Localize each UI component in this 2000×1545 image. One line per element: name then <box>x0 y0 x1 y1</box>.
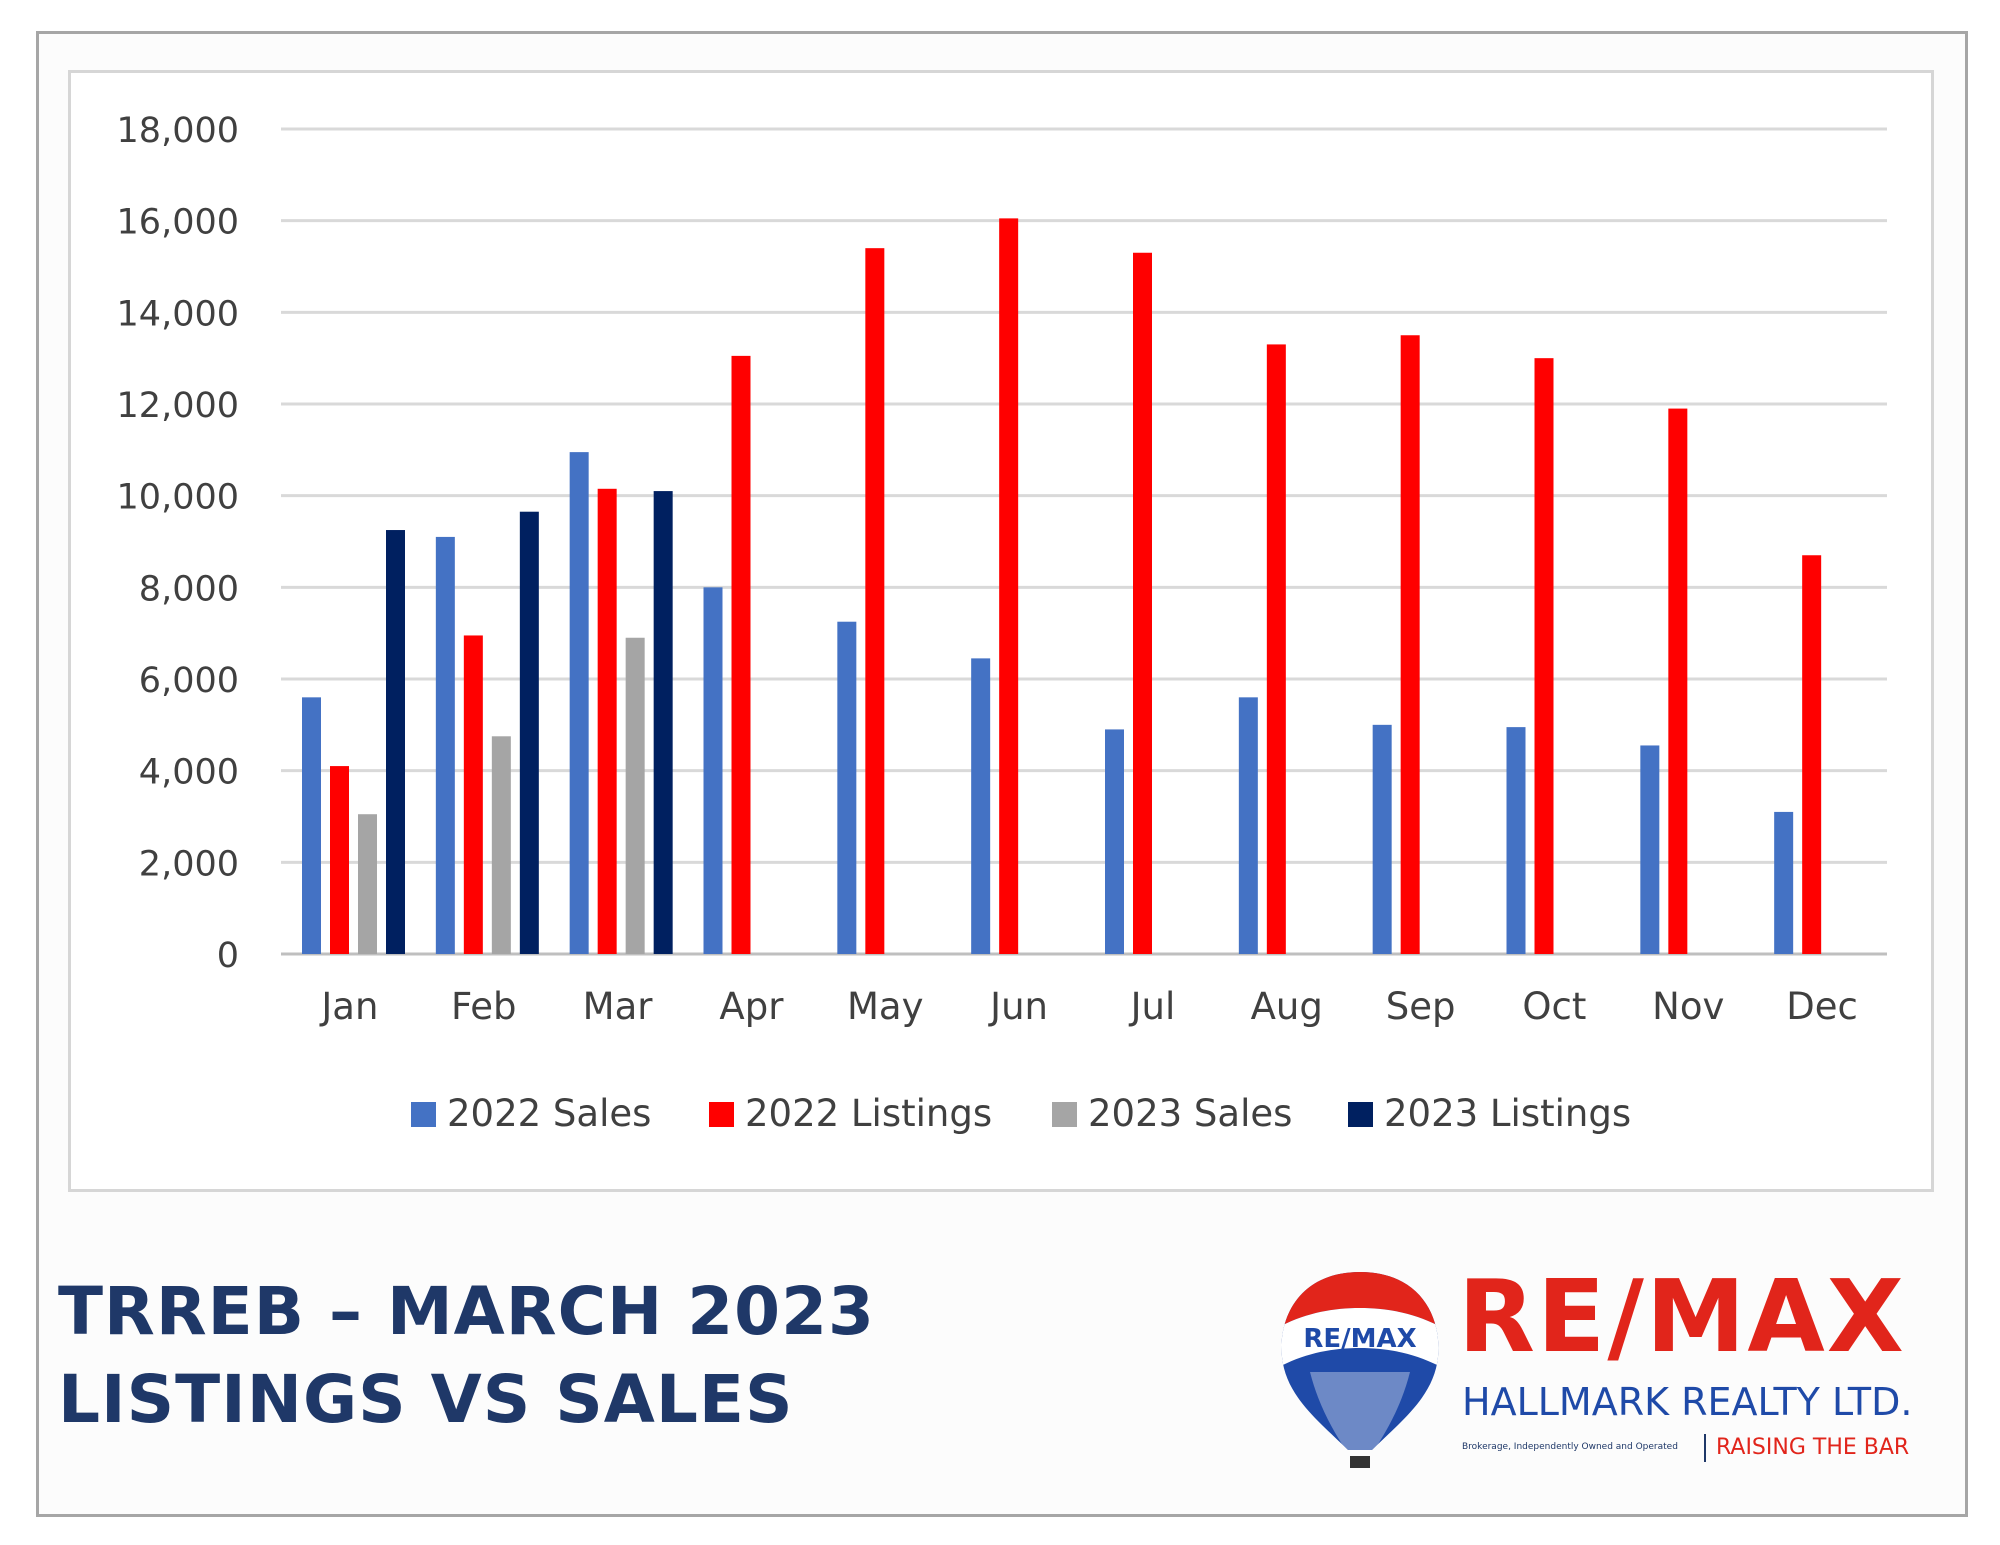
bar-2022-sales-apr <box>703 587 723 954</box>
balloon-icon: RE/MAX <box>1281 1272 1439 1468</box>
bar-2022-listings-jun <box>999 218 1019 954</box>
bar-2022-sales-may <box>837 621 857 954</box>
legend-label: 2023 Listings <box>1384 1092 1631 1135</box>
bar-2022-sales-jul <box>1105 729 1124 954</box>
bar-2023-sales-mar <box>625 637 645 954</box>
brand-subtitle: HALLMARK REALTY LTD. <box>1462 1380 1913 1424</box>
legend-label: 2022 Sales <box>447 1092 651 1135</box>
x-tick-label: Aug <box>1251 985 1323 1028</box>
legend-swatch <box>709 1102 734 1127</box>
bars <box>302 218 1822 955</box>
y-tick-label: 12,000 <box>117 386 239 426</box>
x-tick-label: Feb <box>451 985 517 1028</box>
title-line-1: TRREB – MARCH 2023 <box>58 1273 875 1350</box>
x-tick-label: Oct <box>1522 985 1586 1028</box>
bar-2022-sales-sep <box>1372 724 1392 954</box>
bar-2022-sales-oct <box>1506 727 1526 954</box>
y-tick-label: 10,000 <box>117 478 239 518</box>
x-tick-label: Apr <box>719 985 784 1028</box>
gridlines <box>281 127 1887 956</box>
x-tick-label: May <box>847 985 924 1028</box>
y-tick-label: 18,000 <box>117 111 239 151</box>
x-tick-label: Mar <box>583 985 654 1028</box>
bar-2022-listings-feb <box>463 635 483 954</box>
brand-name: RE/MAX <box>1458 1258 1906 1375</box>
y-tick-label: 0 <box>217 936 239 976</box>
brokerage-note: Brokerage, Independently Owned and Opera… <box>1462 1442 1678 1452</box>
bar-2022-sales-aug <box>1238 697 1258 954</box>
bar-2022-sales-jan <box>302 697 321 954</box>
bar-2022-sales-jun <box>971 658 991 954</box>
legend-swatch <box>1052 1102 1077 1127</box>
y-tick-label: 2,000 <box>139 844 239 884</box>
bar-2022-listings-mar <box>597 488 617 954</box>
y-tick-label: 4,000 <box>139 753 239 793</box>
y-tick-label: 6,000 <box>139 661 239 701</box>
chart-panel: 0 2,000 4,000 6,000 8,000 10,000 12,000 14,000 1… <box>68 70 1934 1192</box>
bar-2022-listings-oct <box>1534 358 1554 955</box>
bar-2022-listings-aug <box>1266 344 1286 955</box>
bar-2022-listings-nov <box>1668 408 1688 954</box>
y-tick-label: 14,000 <box>117 294 239 334</box>
bar-2023-sales-feb <box>491 736 511 954</box>
x-tick-label: Nov <box>1652 985 1724 1028</box>
x-tick-label: Jul <box>1129 985 1176 1028</box>
bar-2022-sales-nov <box>1640 745 1660 954</box>
bar-2022-sales-dec <box>1774 811 1794 954</box>
bar-2022-listings-apr <box>731 355 751 954</box>
legend-swatch <box>411 1102 436 1127</box>
bar-2022-listings-sep <box>1400 335 1420 954</box>
bar-2022-sales-feb <box>435 536 455 954</box>
legend-label: 2023 Sales <box>1088 1092 1292 1135</box>
x-tick-label: Dec <box>1786 985 1858 1028</box>
tagline-divider <box>1704 1434 1706 1462</box>
bar-chart: 0 2,000 4,000 6,000 8,000 10,000 12,000 14,000 1… <box>117 111 1887 1135</box>
balloon-text: RE/MAX <box>1303 1324 1416 1354</box>
bar-2023-listings-feb <box>519 511 539 954</box>
remax-logo: RE/MAX RE/MAX HALLMARK REALTY LTD. Broke… <box>1270 1262 1930 1482</box>
y-tick-label: 8,000 <box>139 569 239 609</box>
x-tick-label: Jan <box>319 985 378 1028</box>
bar-2022-listings-jul <box>1133 252 1152 954</box>
bar-2022-listings-may <box>865 248 885 954</box>
bar-2023-sales-jan <box>358 814 377 954</box>
bar-2022-listings-dec <box>1802 555 1822 954</box>
tagline: RAISING THE BAR <box>1716 1435 1910 1460</box>
y-tick-label: 16,000 <box>117 203 239 243</box>
bar-2023-listings-jan <box>386 530 405 954</box>
bar-2022-sales-mar <box>569 452 589 954</box>
bar-2023-listings-mar <box>653 491 673 954</box>
legend-label: 2022 Listings <box>745 1092 992 1135</box>
x-axis-tick-labels: Jan Feb Mar Apr May Jun Jul Aug Sep Oct Nov Dec <box>319 985 1857 1028</box>
title-line-2: LISTINGS VS SALES <box>58 1361 794 1438</box>
x-tick-label: Jun <box>988 985 1048 1028</box>
legend: 2022 Sales 2022 Listings 2023 Sales 2023 Li… <box>411 1092 1631 1135</box>
page-title: TRREB – MARCH 2023 LISTINGS VS SALES <box>58 1268 875 1444</box>
bar-2022-listings-jan <box>330 766 349 954</box>
y-axis-tick-labels: 0 2,000 4,000 6,000 8,000 10,000 12,000 14,000 1… <box>117 111 239 976</box>
legend-swatch <box>1348 1102 1373 1127</box>
x-tick-label: Sep <box>1386 985 1456 1028</box>
